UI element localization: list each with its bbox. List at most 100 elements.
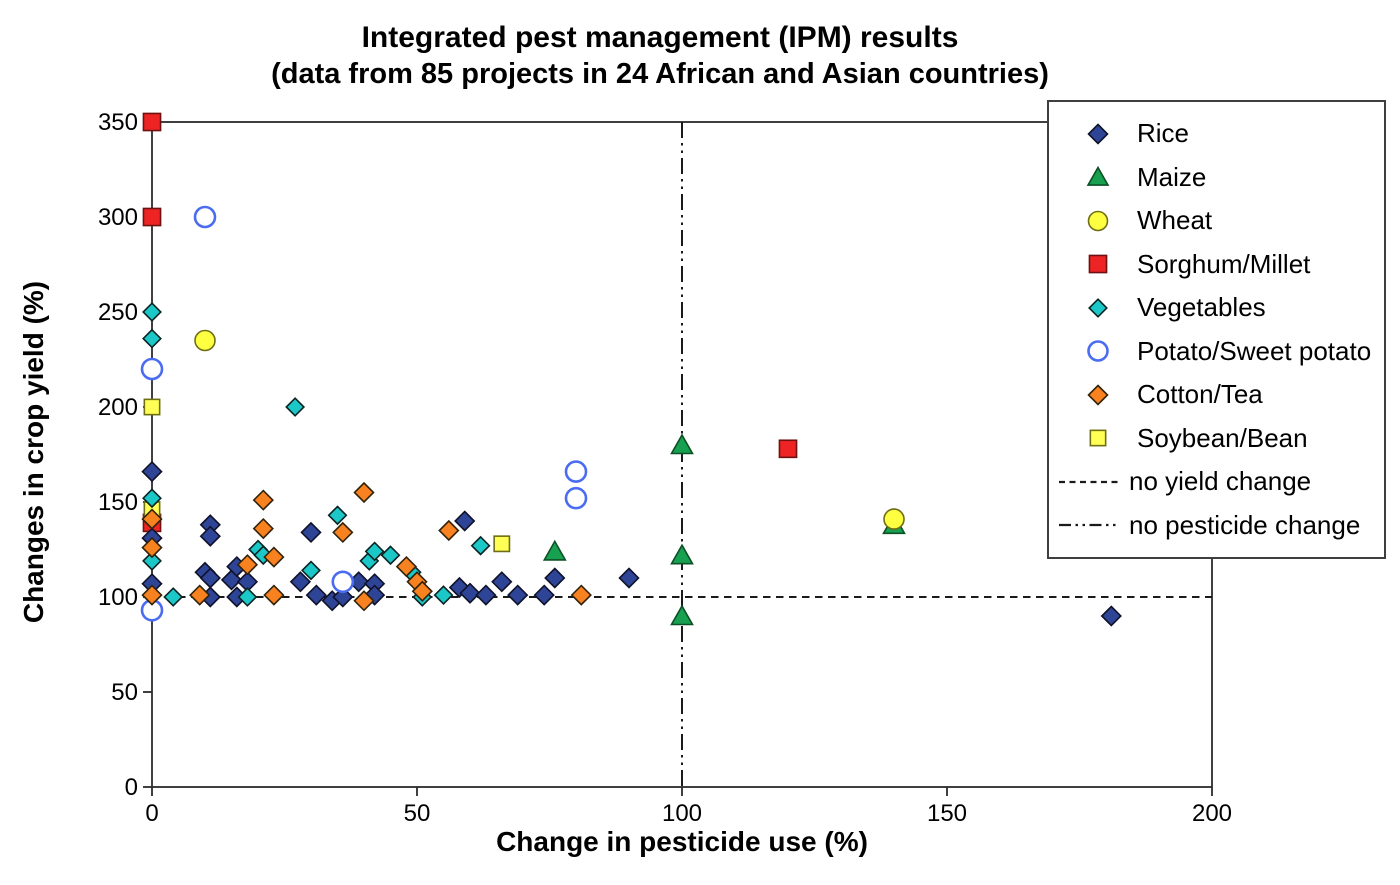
wheat-marker-icon [1087, 210, 1109, 231]
point-cotton-tea [438, 519, 460, 542]
x-tick-label: 100 [662, 800, 702, 827]
series-wheat [194, 329, 905, 530]
point-vegetables [470, 535, 491, 556]
legend-item-cotton-tea: Cotton/Tea [1049, 379, 1384, 411]
point-rice [305, 584, 327, 606]
legend-label: no pesticide change [1129, 509, 1361, 540]
legend-label: no yield change [1129, 466, 1312, 497]
point-rice [475, 584, 497, 606]
y-tick-label: 50 [111, 679, 138, 706]
legend-label: Soybean/Bean [1137, 422, 1308, 453]
point-vegetables [327, 505, 348, 526]
point-rice [533, 584, 555, 606]
point-sorghum-millet [142, 207, 162, 227]
sorghum-millet-marker-icon [1088, 254, 1108, 274]
y-tick-label: 200 [98, 394, 138, 421]
point-maize [670, 433, 694, 455]
point-vegetables [237, 587, 258, 607]
vegetables-marker-icon [1088, 297, 1108, 318]
maize-marker-icon [1086, 165, 1110, 186]
series-vegetables [142, 302, 491, 607]
point-rice [459, 582, 481, 604]
point-rice [289, 571, 312, 593]
point-potato-sweet-potato [140, 357, 164, 381]
point-vegetables [433, 585, 454, 606]
soybean-bean-marker-icon [1089, 429, 1107, 447]
legend-item-sorghum-millet: Sorghum/Millet [1049, 248, 1384, 280]
cotton-tea-marker-icon [1087, 384, 1109, 406]
sorghum-millet-marker-icon [1088, 254, 1108, 274]
series-cotton-tea [141, 481, 592, 612]
x-tick-label: 50 [404, 800, 431, 827]
point-cotton-tea [263, 584, 285, 606]
legend-label: Potato/Sweet potato [1137, 335, 1372, 366]
point-cotton-tea [141, 536, 163, 559]
point-soybean-bean [143, 398, 161, 416]
potato-sweet-potato-marker-icon [1087, 340, 1109, 362]
point-cotton-tea [189, 584, 211, 606]
point-cotton-tea [252, 489, 274, 511]
legend-item-no-pesticide-change: no pesticide change [1049, 509, 1384, 541]
point-cotton-tea [332, 521, 354, 544]
point-cotton-tea [236, 554, 259, 576]
y-tick-label: 350 [98, 109, 138, 136]
point-cotton-tea [395, 555, 418, 578]
chart-title-block: Integrated pest management (IPM) results… [130, 20, 1190, 94]
wheat-marker-icon [1087, 210, 1109, 231]
point-cotton-tea [263, 546, 285, 568]
point-rice [507, 584, 529, 606]
point-rice [141, 460, 163, 483]
chart-title: Integrated pest management (IPM) results [361, 21, 959, 54]
point-vegetables [364, 541, 385, 562]
point-cotton-tea [570, 584, 592, 606]
point-rice [491, 571, 513, 593]
point-potato-sweet-potato [564, 460, 588, 483]
legend-item-potato-sweet-potato: Potato/Sweet potato [1049, 335, 1384, 367]
point-cotton-tea [141, 508, 163, 530]
y-tick-label: 100 [98, 584, 138, 611]
no-yield-change-line-icon [1059, 480, 1119, 483]
point-vegetables [142, 488, 162, 509]
legend-item-soybean-bean: Soybean/Bean [1049, 422, 1384, 454]
point-wheat [194, 329, 216, 352]
x-tick-label: 150 [927, 800, 967, 827]
rice-marker-icon [1087, 122, 1109, 145]
point-maize [670, 543, 694, 565]
point-soybean-bean [493, 535, 511, 553]
x-axis-title: Change in pesticide use (%) [496, 826, 868, 857]
point-vegetables [142, 328, 162, 349]
maize-marker-icon [1086, 165, 1110, 186]
point-rice [300, 521, 322, 544]
potato-sweet-potato-marker-icon [1087, 340, 1109, 362]
point-rice [1100, 605, 1122, 627]
series-sorghum-millet [142, 112, 798, 533]
point-rice [332, 586, 354, 608]
y-tick-label: 150 [98, 489, 138, 516]
point-cotton-tea [353, 590, 375, 612]
y-tick-label: 300 [98, 204, 138, 231]
legend: Rice Maize Wheat Sorghum/Millet Vegetables Po… [1047, 100, 1386, 559]
y-tick-label: 0 [125, 774, 138, 801]
legend-item-vegetables: Vegetables [1049, 292, 1384, 324]
x-tick-label: 200 [1192, 800, 1232, 827]
point-cotton-tea [411, 580, 433, 602]
soybean-bean-marker-icon [1089, 429, 1107, 447]
legend-item-maize: Maize [1049, 161, 1384, 193]
legend-label: Cotton/Tea [1137, 379, 1263, 410]
point-vegetables [142, 550, 162, 571]
legend-label: Sorghum/Millet [1137, 248, 1311, 279]
point-wheat [883, 508, 905, 530]
vegetables-marker-icon [1088, 297, 1108, 318]
chart-subtitle: (data from 85 projects in 24 African and… [271, 58, 1049, 90]
point-rice [199, 525, 221, 547]
legend-label: Vegetables [1137, 292, 1266, 323]
y-tick-label: 250 [98, 299, 138, 326]
legend-label: Wheat [1137, 205, 1213, 236]
point-sorghum-millet [142, 112, 162, 132]
point-vegetables [380, 545, 401, 566]
point-cotton-tea [353, 481, 375, 504]
point-maize [542, 539, 567, 561]
point-vegetables [301, 560, 321, 581]
legend-label: Rice [1137, 118, 1190, 149]
